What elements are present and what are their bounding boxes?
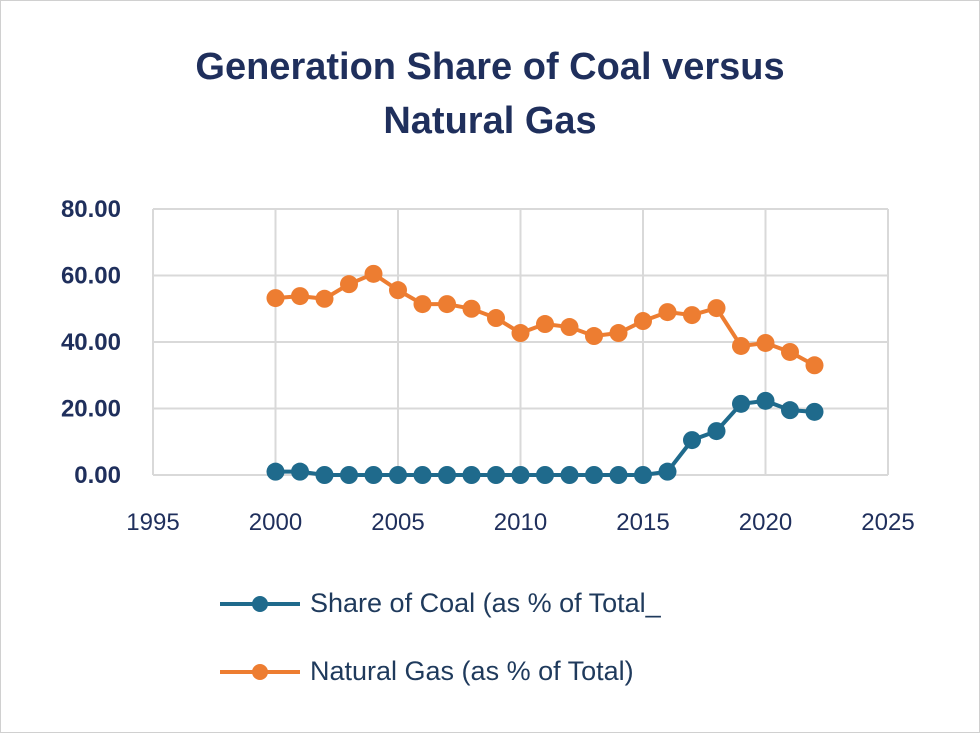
data-point-0-2007 xyxy=(438,466,456,484)
data-point-0-2021 xyxy=(781,401,799,420)
data-point-0-2002 xyxy=(315,466,334,484)
data-point-0-2016 xyxy=(658,462,677,481)
data-point-0-2013 xyxy=(585,466,603,484)
data-point-0-2022 xyxy=(805,402,824,421)
data-point-1-2006 xyxy=(413,295,432,314)
data-point-0-2006 xyxy=(413,466,432,484)
data-point-0-2015 xyxy=(634,466,652,484)
y-tick-label: 40.00 xyxy=(61,329,121,356)
series-line-0 xyxy=(275,398,815,477)
data-point-0-2003 xyxy=(340,466,358,484)
y-tick-label: 20.00 xyxy=(61,396,121,423)
data-point-0-2000 xyxy=(266,462,285,481)
x-tick-label: 2000 xyxy=(249,509,302,536)
data-point-1-2011 xyxy=(536,315,554,334)
data-point-0-2004 xyxy=(364,466,383,484)
data-point-0-2010 xyxy=(511,466,530,484)
data-point-0-2018 xyxy=(707,422,726,441)
data-point-0-2009 xyxy=(487,466,505,484)
x-tick-label: 2020 xyxy=(739,509,792,536)
data-point-1-2012 xyxy=(560,318,579,337)
data-point-1-2000 xyxy=(266,289,285,308)
legend-marker-coal xyxy=(220,595,300,612)
data-point-0-2012 xyxy=(560,466,579,484)
data-point-0-2008 xyxy=(462,466,481,484)
data-point-1-2014 xyxy=(609,324,628,343)
data-point-0-2001 xyxy=(291,462,309,481)
data-point-1-2018 xyxy=(707,299,726,318)
y-tick-label: 60.00 xyxy=(61,263,121,290)
legend-item-coal: Share of Coal (as % of Total_ xyxy=(220,588,661,619)
data-point-1-2008 xyxy=(462,299,481,318)
data-point-1-2021 xyxy=(781,342,799,361)
x-tick-label: 2025 xyxy=(861,509,914,536)
data-point-1-2020 xyxy=(756,333,775,352)
data-point-0-2017 xyxy=(683,431,701,450)
chart-title-line-1: Generation Share of Coal versus xyxy=(195,46,785,88)
data-point-0-2005 xyxy=(389,466,407,484)
data-point-1-2016 xyxy=(658,303,677,322)
data-point-1-2010 xyxy=(511,324,530,343)
data-point-1-2019 xyxy=(732,336,750,355)
data-point-1-2015 xyxy=(634,312,652,331)
y-tick-label: 80.00 xyxy=(61,196,121,223)
chart-title: Generation Share of Coal versus Natural … xyxy=(0,40,980,148)
data-point-1-2002 xyxy=(315,289,334,308)
chart-title-line-2: Natural Gas xyxy=(383,100,597,142)
data-point-1-2003 xyxy=(340,275,358,294)
legend-label-gas: Natural Gas (as % of Total) xyxy=(310,656,634,686)
legend-marker-gas xyxy=(220,663,300,680)
data-point-0-2011 xyxy=(536,466,554,484)
y-tick-label: 0.00 xyxy=(74,462,121,489)
legend-label-coal: Share of Coal (as % of Total_ xyxy=(310,588,661,618)
data-point-0-2019 xyxy=(732,394,750,413)
legend-item-gas: Natural Gas (as % of Total) xyxy=(220,656,634,687)
data-point-1-2022 xyxy=(805,356,824,375)
data-point-1-2004 xyxy=(364,264,383,283)
data-point-1-2013 xyxy=(585,327,603,346)
data-point-1-2005 xyxy=(389,281,407,300)
data-point-0-2014 xyxy=(609,466,628,484)
data-point-1-2009 xyxy=(487,309,505,328)
x-tick-label: 2010 xyxy=(494,509,547,536)
data-point-0-2020 xyxy=(756,391,775,410)
x-tick-label: 2015 xyxy=(616,509,669,536)
data-point-1-2001 xyxy=(291,287,309,306)
x-tick-label: 2005 xyxy=(371,509,424,536)
data-point-1-2007 xyxy=(438,295,456,314)
data-point-1-2017 xyxy=(683,306,701,325)
x-tick-label: 1995 xyxy=(126,509,179,536)
